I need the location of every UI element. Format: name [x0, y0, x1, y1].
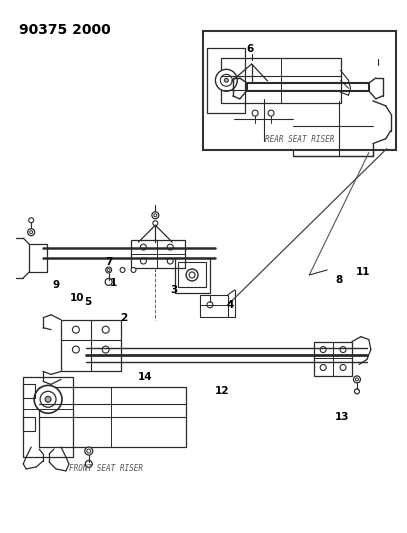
Circle shape [220, 74, 232, 86]
Circle shape [29, 218, 34, 223]
Circle shape [152, 212, 159, 219]
Circle shape [268, 110, 274, 116]
Text: 5: 5 [84, 297, 92, 307]
Circle shape [30, 231, 33, 233]
Circle shape [340, 346, 346, 352]
Text: 7: 7 [105, 257, 112, 267]
Bar [23, 377, 73, 457]
Text: 4: 4 [226, 300, 234, 310]
Circle shape [107, 269, 110, 271]
Circle shape [355, 135, 363, 143]
Circle shape [224, 78, 228, 82]
Circle shape [102, 346, 109, 353]
Circle shape [102, 326, 109, 333]
Circle shape [40, 391, 56, 407]
Bar [131, 240, 185, 268]
Circle shape [353, 376, 361, 383]
Bar [200, 295, 228, 317]
Text: 2: 2 [120, 313, 127, 323]
Circle shape [320, 346, 326, 352]
Circle shape [85, 461, 92, 467]
Circle shape [355, 378, 359, 381]
Text: 11: 11 [356, 267, 370, 277]
Circle shape [140, 258, 147, 264]
Bar [175, 258, 210, 293]
Bar [23, 384, 35, 398]
Text: 8: 8 [335, 275, 343, 285]
Circle shape [274, 105, 282, 113]
Circle shape [167, 258, 173, 264]
Bar [29, 244, 47, 272]
Circle shape [186, 269, 198, 281]
Circle shape [87, 449, 91, 453]
Text: 3: 3 [171, 285, 178, 295]
Bar [221, 59, 341, 103]
Circle shape [245, 127, 253, 135]
Bar [204, 30, 396, 150]
Circle shape [215, 69, 237, 91]
Circle shape [274, 127, 282, 135]
Circle shape [106, 267, 112, 273]
Circle shape [28, 229, 35, 236]
Circle shape [248, 61, 255, 68]
Circle shape [34, 385, 62, 413]
Circle shape [252, 110, 258, 116]
Bar [208, 49, 245, 113]
Circle shape [355, 109, 363, 117]
Circle shape [167, 244, 173, 250]
Circle shape [376, 67, 380, 71]
Text: 14: 14 [138, 373, 153, 382]
Bar [234, 99, 293, 141]
Text: 13: 13 [335, 412, 349, 422]
Circle shape [245, 105, 253, 113]
Circle shape [340, 365, 346, 370]
Text: REAR SEAT RISER: REAR SEAT RISER [265, 135, 334, 144]
Circle shape [153, 221, 158, 225]
Text: 12: 12 [214, 386, 229, 397]
Bar [61, 320, 120, 372]
Bar [314, 342, 352, 376]
Circle shape [45, 397, 51, 402]
Circle shape [120, 268, 125, 272]
Text: 90375 2000: 90375 2000 [19, 23, 111, 37]
Bar [39, 387, 186, 447]
Circle shape [140, 244, 147, 250]
Circle shape [207, 302, 213, 308]
Circle shape [72, 346, 79, 353]
Text: 1: 1 [110, 278, 117, 288]
Text: 10: 10 [70, 293, 84, 303]
Text: 6: 6 [246, 44, 253, 54]
Circle shape [189, 272, 195, 278]
Circle shape [310, 135, 318, 143]
Circle shape [320, 365, 326, 370]
Bar [293, 101, 373, 156]
Circle shape [154, 214, 157, 217]
Circle shape [250, 62, 253, 66]
Circle shape [374, 65, 382, 73]
Circle shape [105, 278, 112, 285]
Circle shape [354, 389, 359, 394]
Text: 9: 9 [53, 280, 59, 290]
Bar [178, 262, 206, 287]
Bar [359, 116, 383, 144]
Circle shape [131, 268, 136, 272]
Circle shape [85, 447, 93, 455]
Circle shape [375, 54, 381, 60]
Circle shape [310, 109, 318, 117]
Bar [23, 417, 35, 431]
Text: FRONT SEAT RISER: FRONT SEAT RISER [69, 464, 143, 473]
Circle shape [72, 326, 79, 333]
